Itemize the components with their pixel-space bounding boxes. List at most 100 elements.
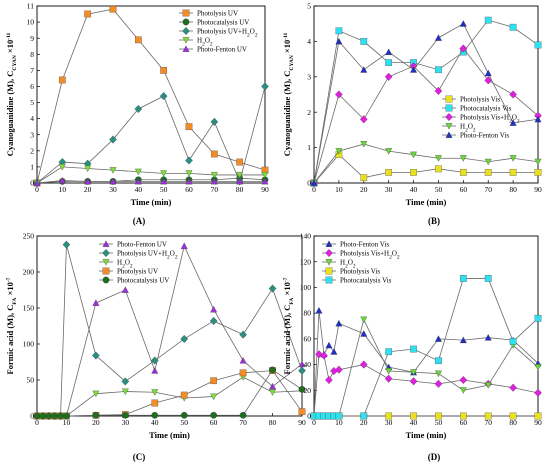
data-point — [435, 357, 442, 365]
y-tick-label: 140 — [300, 232, 312, 241]
y-tick-label: 20 — [304, 386, 312, 395]
data-point — [210, 305, 218, 313]
series-1 — [310, 151, 542, 187]
x-axis-label: Time (min) — [149, 430, 190, 440]
data-point — [484, 16, 492, 24]
data-point — [335, 148, 343, 155]
panel-label: (D) — [428, 452, 441, 462]
x-tick-label: 30 — [122, 418, 130, 427]
y-tick-label: 200 — [23, 268, 35, 277]
data-point — [410, 151, 418, 159]
data-point — [159, 92, 168, 101]
data-point — [268, 284, 277, 293]
data-point — [57, 412, 64, 420]
x-tick-label: 10 — [335, 418, 343, 427]
panel-label: (C) — [133, 452, 146, 462]
y-tick-label: 3 — [307, 72, 311, 81]
data-point — [534, 115, 542, 123]
data-point — [410, 345, 417, 353]
data-point — [261, 82, 269, 91]
data-point — [459, 387, 467, 394]
data-point — [459, 375, 468, 385]
x-tick-label: 70 — [239, 418, 247, 427]
y-tick-label: 10 — [27, 18, 35, 27]
data-point — [151, 389, 159, 396]
y-axis-label: Cyanoguanidine (M), CCYAN ×10-11 — [282, 32, 295, 156]
y-tick-label: 4 — [307, 37, 311, 46]
plot-frame — [313, 5, 539, 184]
data-point — [360, 141, 368, 148]
data-point — [385, 412, 393, 420]
legend-marker — [182, 45, 190, 52]
series-line — [37, 376, 303, 417]
data-point — [484, 275, 492, 282]
data-point — [435, 412, 442, 420]
x-tick-label: 40 — [151, 418, 159, 427]
data-point — [185, 177, 193, 185]
data-point — [92, 390, 100, 398]
data-point — [210, 150, 218, 158]
legend-label: Photolysis UV — [117, 268, 158, 276]
legend-marker — [445, 123, 453, 130]
data-point — [150, 356, 159, 365]
y-tick-label: 5 — [307, 2, 311, 11]
legend-label: H2O2 — [460, 123, 476, 134]
data-point — [384, 72, 393, 81]
y-tick-label: 5 — [30, 98, 34, 107]
data-point — [484, 169, 492, 176]
data-point — [134, 177, 142, 185]
data-point — [160, 67, 168, 74]
data-point — [360, 412, 368, 420]
data-point — [509, 90, 517, 99]
y-tick-label: 60 — [304, 334, 312, 343]
x-tick-label: 80 — [269, 418, 277, 427]
data-point — [410, 369, 418, 376]
data-point — [335, 27, 343, 35]
data-point — [58, 163, 66, 171]
data-point — [410, 412, 417, 420]
x-tick-label: 40 — [135, 185, 143, 194]
series-5 — [33, 177, 269, 186]
y-tick-label: 100 — [300, 283, 312, 292]
data-point — [360, 330, 368, 337]
legend-label: Photo-Fenton UV — [197, 46, 247, 54]
legend-marker — [102, 276, 110, 284]
chart-panel-2: 0 10 20 30 40 50 60 70 80 90 0 1 2 3 4 5 Time (min) Cyano… — [282, 2, 542, 226]
data-point — [210, 377, 218, 385]
y-tick-label: 4 — [30, 114, 34, 123]
legend-label: Photolysis UV+H2O2 — [197, 28, 258, 39]
y-tick-label: 2 — [307, 108, 311, 117]
y-tick-label: 250 — [23, 232, 35, 241]
data-point — [109, 5, 117, 13]
data-point — [185, 156, 193, 165]
data-point — [459, 412, 467, 420]
data-point — [509, 155, 517, 162]
data-point — [92, 411, 100, 419]
data-point — [84, 10, 92, 18]
data-point — [385, 169, 393, 176]
data-point — [459, 336, 467, 344]
data-point — [459, 275, 467, 282]
legend-label: Photo-Fenton Vis — [340, 241, 389, 249]
x-tick-label: 0 — [35, 185, 39, 194]
y-tick-label: 80 — [304, 309, 312, 318]
data-point — [269, 366, 276, 374]
y-tick-label: 1 — [30, 163, 34, 172]
legend-label: Photocatalysis Vis — [460, 105, 512, 113]
x-tick-label: 90 — [534, 418, 542, 427]
data-point — [360, 38, 368, 45]
series-line — [313, 23, 539, 184]
x-tick-label: 70 — [211, 185, 219, 194]
series-line — [37, 244, 303, 417]
y-tick-label: 0 — [30, 179, 34, 188]
data-point — [385, 368, 393, 375]
legend-marker — [325, 276, 333, 284]
data-point — [359, 115, 368, 124]
x-tick-label: 40 — [410, 418, 418, 427]
data-point — [109, 135, 117, 144]
legend-label: Photo-Fenton Vis — [460, 132, 509, 140]
x-tick-label: 10 — [335, 185, 343, 194]
legend-label: H2O2 — [197, 37, 213, 48]
